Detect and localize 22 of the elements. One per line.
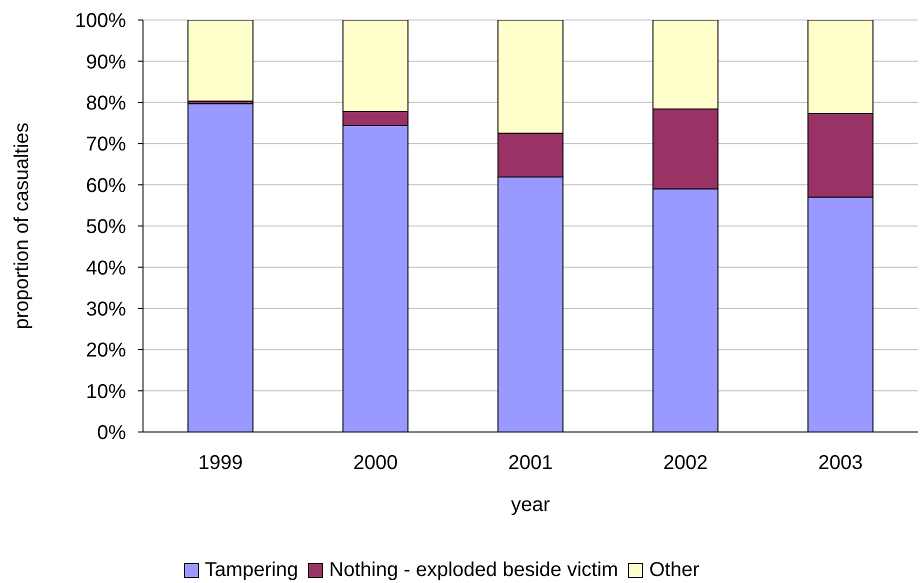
y-tick-label: 90% — [86, 51, 126, 74]
x-tick-label: 2003 — [818, 452, 863, 474]
y-tick-label: 100% — [74, 10, 126, 32]
x-tick-label: 2000 — [353, 452, 398, 474]
y-tick-label: 30% — [86, 298, 126, 320]
x-tick-label: 2002 — [663, 452, 708, 474]
legend-label: Nothing - exploded beside victim — [329, 558, 618, 582]
y-tick-label: 40% — [86, 257, 126, 280]
y-tick-label: 50% — [86, 216, 126, 238]
y-axis-title: proportion of casualties — [11, 122, 33, 330]
x-axis-title: year — [511, 494, 550, 516]
y-tick-label: 0% — [97, 422, 126, 444]
legend-label: Other — [649, 558, 700, 582]
y-tick-label: 60% — [86, 174, 126, 197]
y-tick-label: 10% — [86, 380, 126, 403]
x-tick-label: 1999 — [198, 452, 243, 474]
bar — [187, 20, 254, 102]
y-tick-label: 20% — [86, 340, 126, 362]
legend-label: Tampering — [204, 558, 298, 582]
y-tick-label: 70% — [86, 134, 126, 156]
x-tick-label: 2001 — [508, 452, 553, 474]
y-tick-label: 80% — [86, 92, 126, 114]
